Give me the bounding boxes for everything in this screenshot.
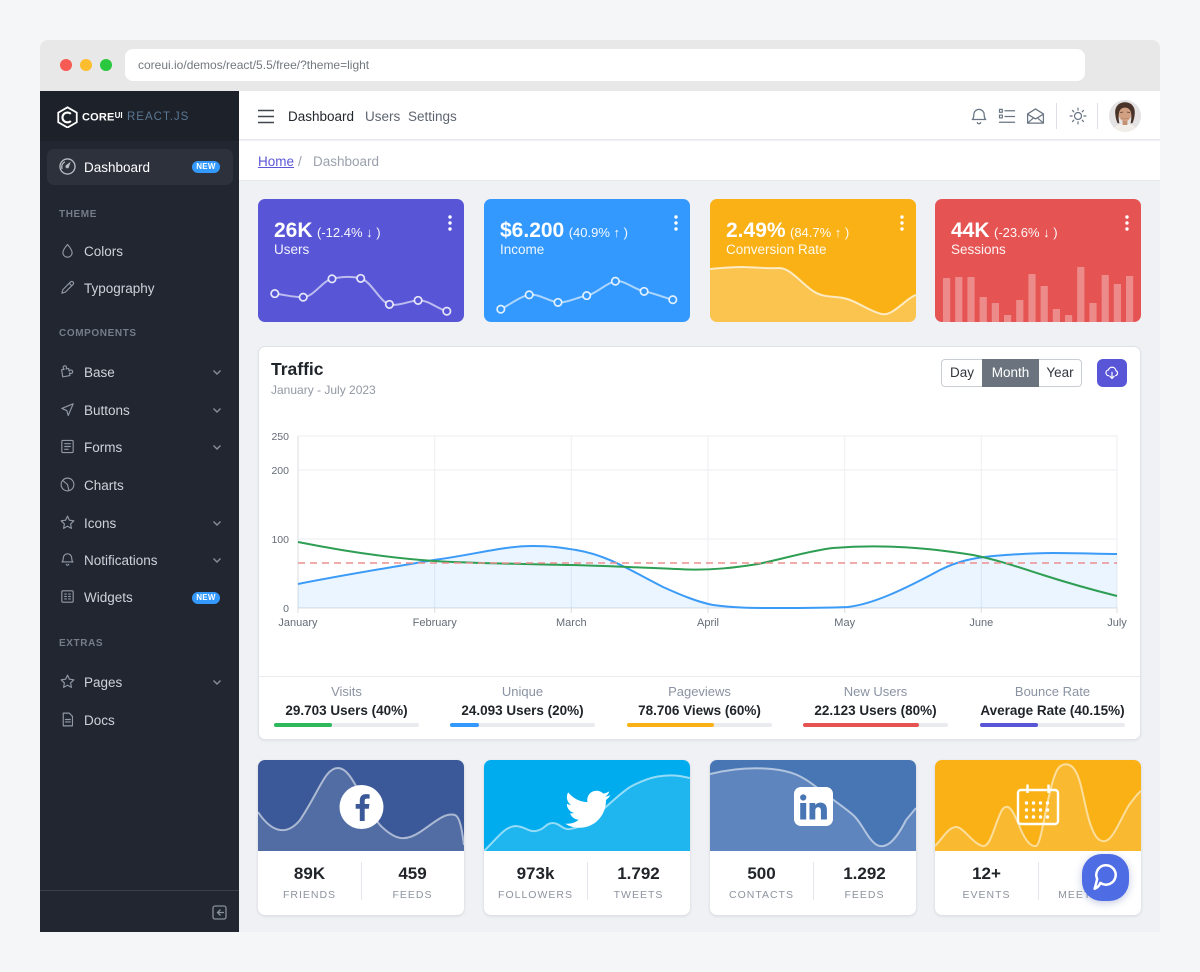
svg-text:0: 0 (283, 603, 289, 615)
svg-text:250: 250 (271, 431, 289, 443)
svg-text:May: May (834, 617, 855, 629)
svg-text:200: 200 (271, 465, 289, 477)
svg-text:June: June (969, 617, 993, 629)
svg-text:July: July (1107, 617, 1127, 629)
svg-text:January: January (278, 617, 318, 629)
svg-text:February: February (413, 617, 458, 629)
svg-text:100: 100 (271, 534, 289, 546)
svg-text:April: April (697, 617, 719, 629)
svg-text:March: March (556, 617, 587, 629)
